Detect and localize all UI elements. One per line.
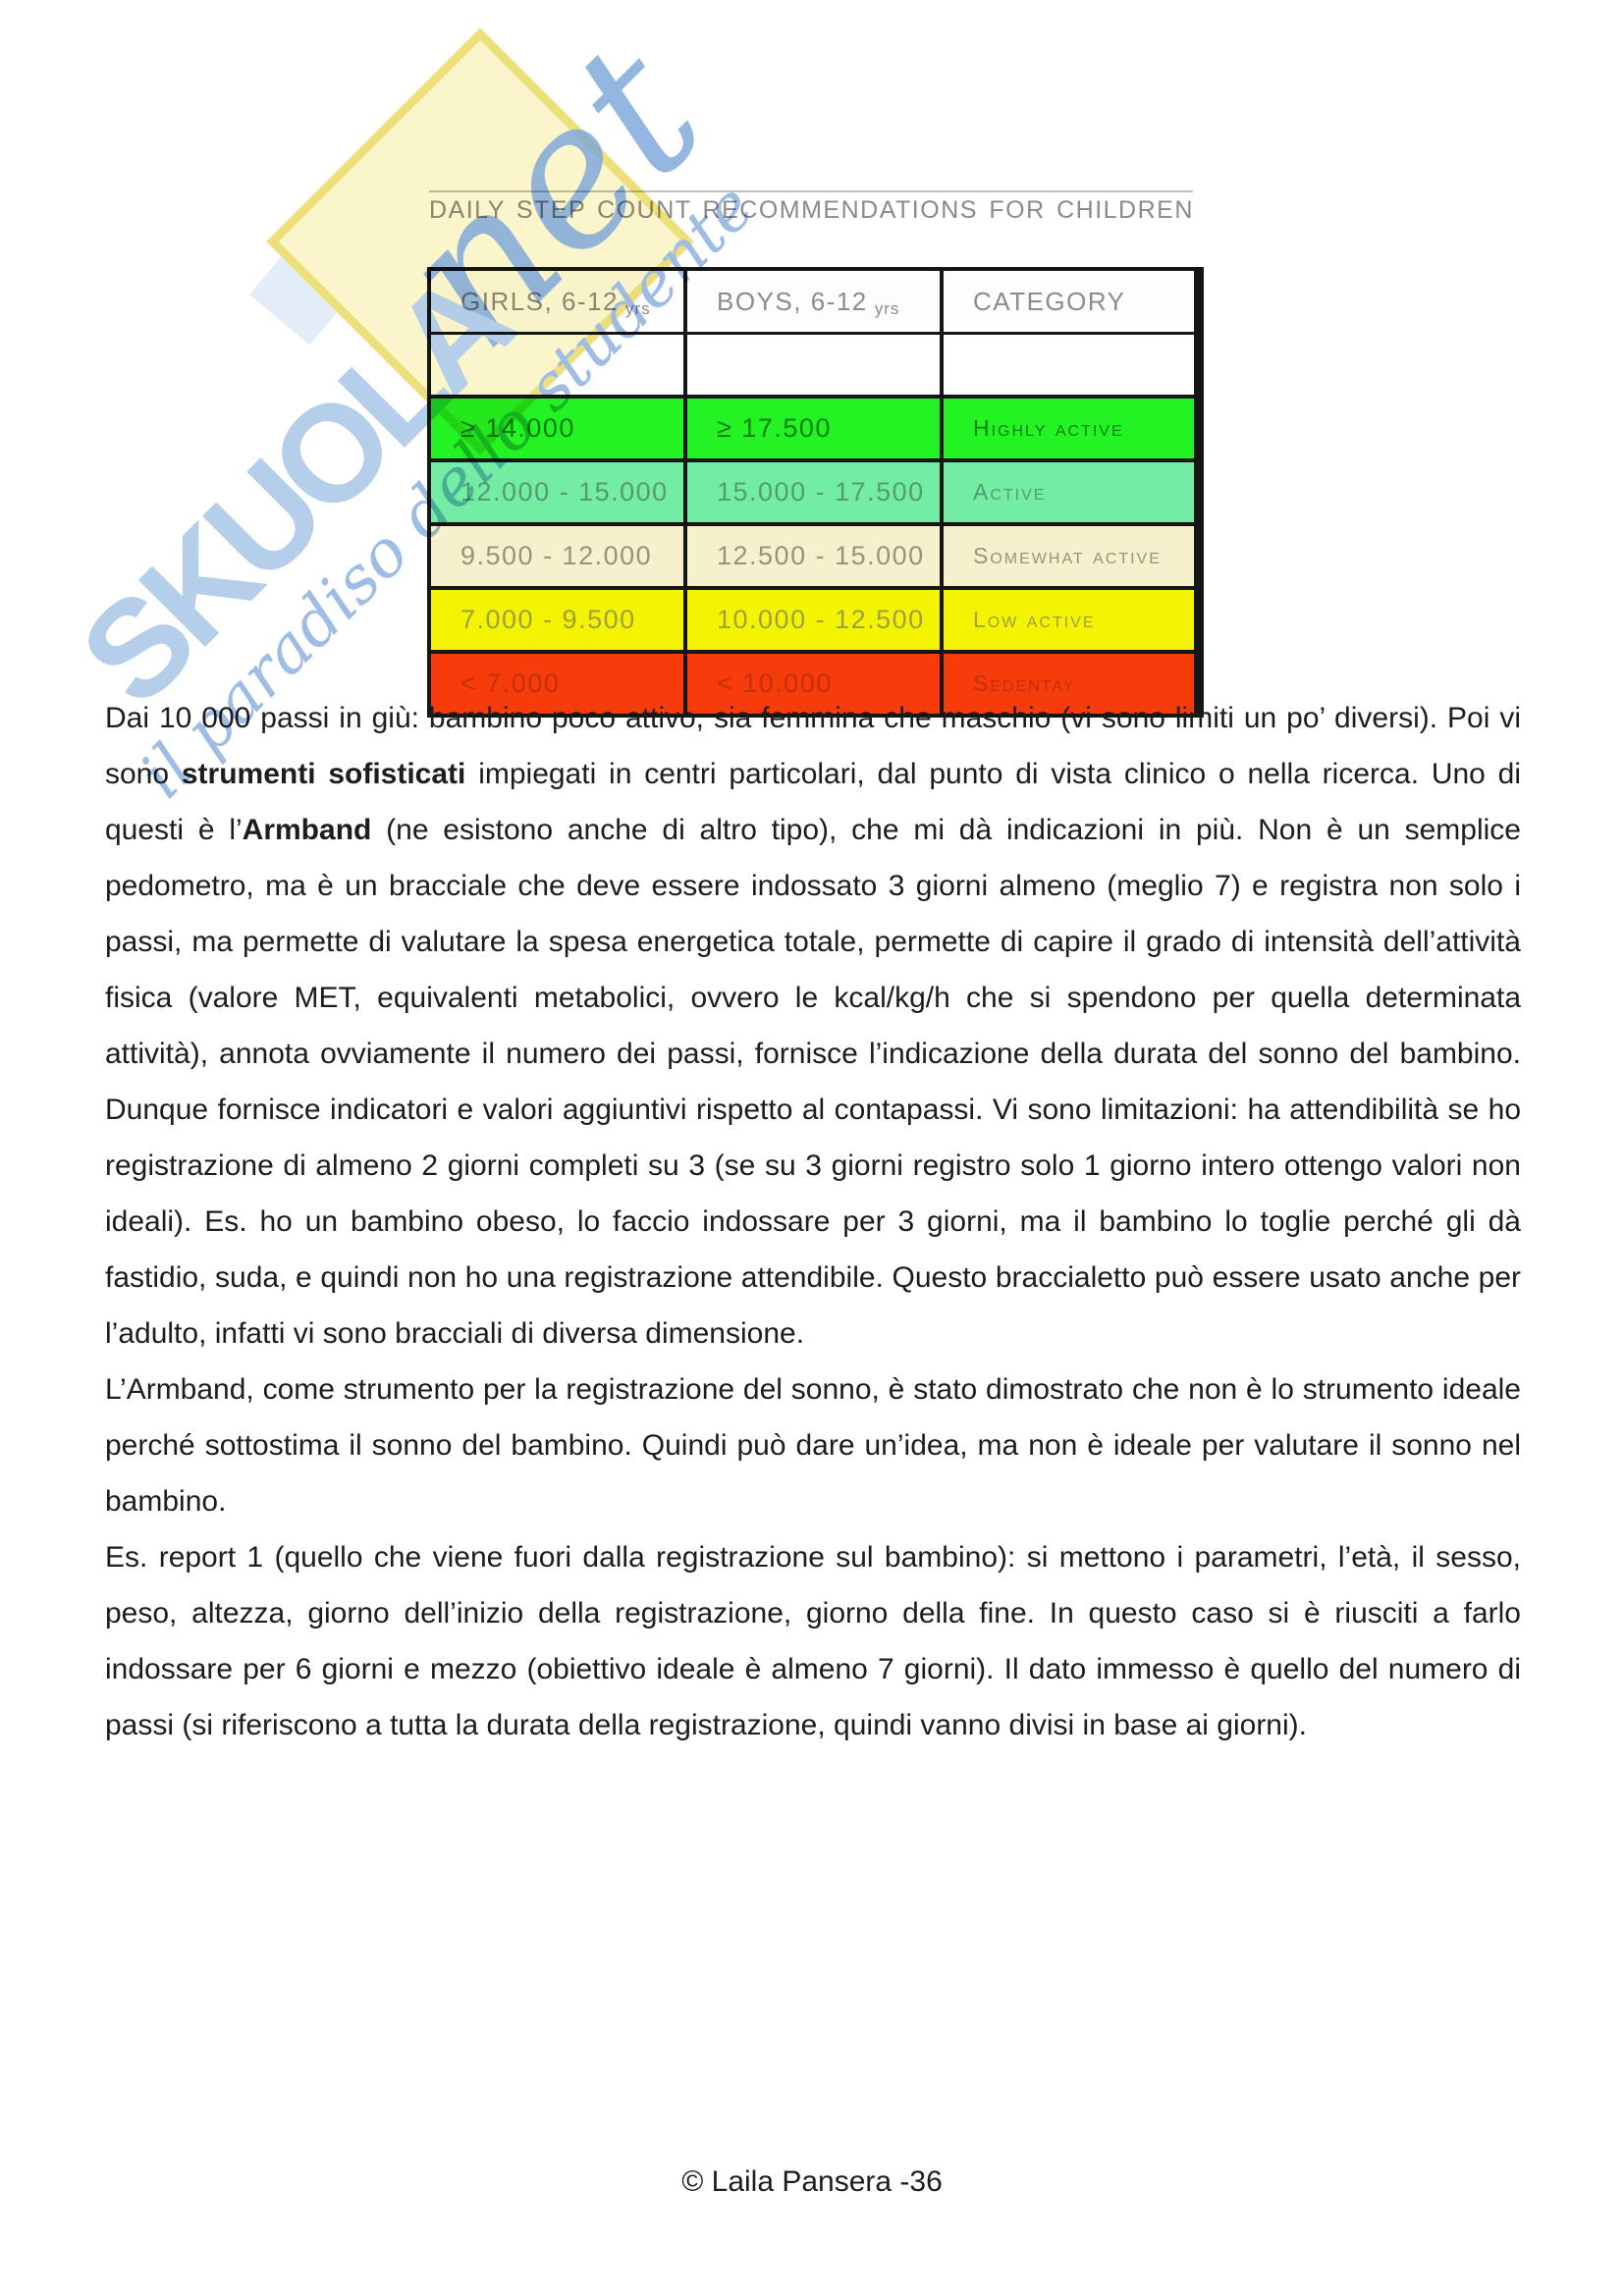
table-header-row: GIRLS, 6-12 yrs BOYS, 6-12 yrs CATEGORY — [427, 267, 1204, 335]
category-cell: Sedentay — [940, 650, 1204, 718]
steps-cell: ≥ 14.000 — [427, 395, 687, 462]
table-row: 7.000 - 9.500 10.000 - 12.500 Low active — [427, 586, 1204, 654]
category-cell: Somewhat active — [940, 522, 1204, 590]
steps-cell: 15.000 - 17.500 — [683, 458, 944, 526]
spacer-cell — [940, 332, 1204, 399]
step-count-table: GIRLS, 6-12 yrs BOYS, 6-12 yrs CATEGORY ≥ 14… — [427, 267, 1204, 718]
text-run: impiegati in centri particolari, dal pun… — [105, 758, 1522, 846]
paragraph: Es. report 1 (quello che viene fuori dal… — [105, 1529, 1521, 1753]
table-body: ≥ 14.000 ≥ 17.500 Highly active 12.000 - 15… — [427, 395, 1204, 718]
category-cell: Highly active — [940, 395, 1204, 462]
spacer-cell — [683, 332, 944, 399]
bold-run: Armband — [242, 814, 372, 846]
table-header-cell: CATEGORY — [940, 267, 1204, 335]
steps-cell: < 7.000 — [427, 650, 687, 718]
bold-run: strumenti sofisticati — [181, 758, 466, 790]
steps-cell: 9.500 - 12.000 — [427, 522, 687, 590]
header-label: GIRLS, 6-12 — [460, 286, 620, 316]
category-cell: Low active — [940, 586, 1204, 654]
steps-cell: 12.000 - 15.000 — [427, 458, 687, 526]
body-text: Dai 10 000 passi in giù: bambino poco at… — [105, 690, 1521, 1753]
text-run: Es. report 1 (quello che viene fuori dal… — [105, 1541, 1521, 1741]
text-run: (ne esistono anche di altro tipo), che m… — [105, 814, 1521, 1350]
header-label: CATEGORY — [973, 286, 1126, 316]
paragraph: Dai 10 000 passi in giù: bambino poco at… — [105, 690, 1521, 1362]
title-rule — [429, 190, 1193, 192]
table-header-cell: BOYS, 6-12 yrs — [683, 267, 944, 335]
category-cell: Active — [940, 458, 1204, 526]
steps-cell: 7.000 - 9.500 — [427, 586, 687, 654]
table-header-cell: GIRLS, 6-12 yrs — [427, 267, 687, 335]
table-row: 12.000 - 15.000 15.000 - 17.500 Active — [427, 458, 1204, 526]
figure-title: DAILY STEP COUNT RECOMMENDATIONS FOR CHI… — [429, 196, 1194, 224]
table-spacer-row — [427, 332, 1204, 399]
header-unit: yrs — [874, 298, 900, 318]
text-run: L’Armband, come strumento per la registr… — [105, 1373, 1521, 1518]
table-row: < 7.000 < 10.000 Sedentay — [427, 650, 1204, 718]
steps-cell: < 10.000 — [683, 650, 944, 718]
table-row: ≥ 14.000 ≥ 17.500 Highly active — [427, 395, 1204, 462]
text-run: Dai 10 000 passi in giù: bambino poco at… — [105, 702, 1521, 790]
header-label: BOYS, 6-12 — [717, 286, 868, 316]
paragraph: L’Armband, come strumento per la registr… — [105, 1362, 1521, 1529]
steps-cell: 12.500 - 15.000 — [683, 522, 944, 590]
steps-cell: 10.000 - 12.500 — [683, 586, 944, 654]
spacer-cell — [427, 332, 687, 399]
table-row: 9.500 - 12.000 12.500 - 15.000 Somewhat ac… — [427, 522, 1204, 590]
steps-cell: ≥ 17.500 — [683, 395, 944, 462]
header-unit: yrs — [625, 298, 651, 318]
page-footer: © Laila Pansera -36 — [681, 2165, 943, 2198]
